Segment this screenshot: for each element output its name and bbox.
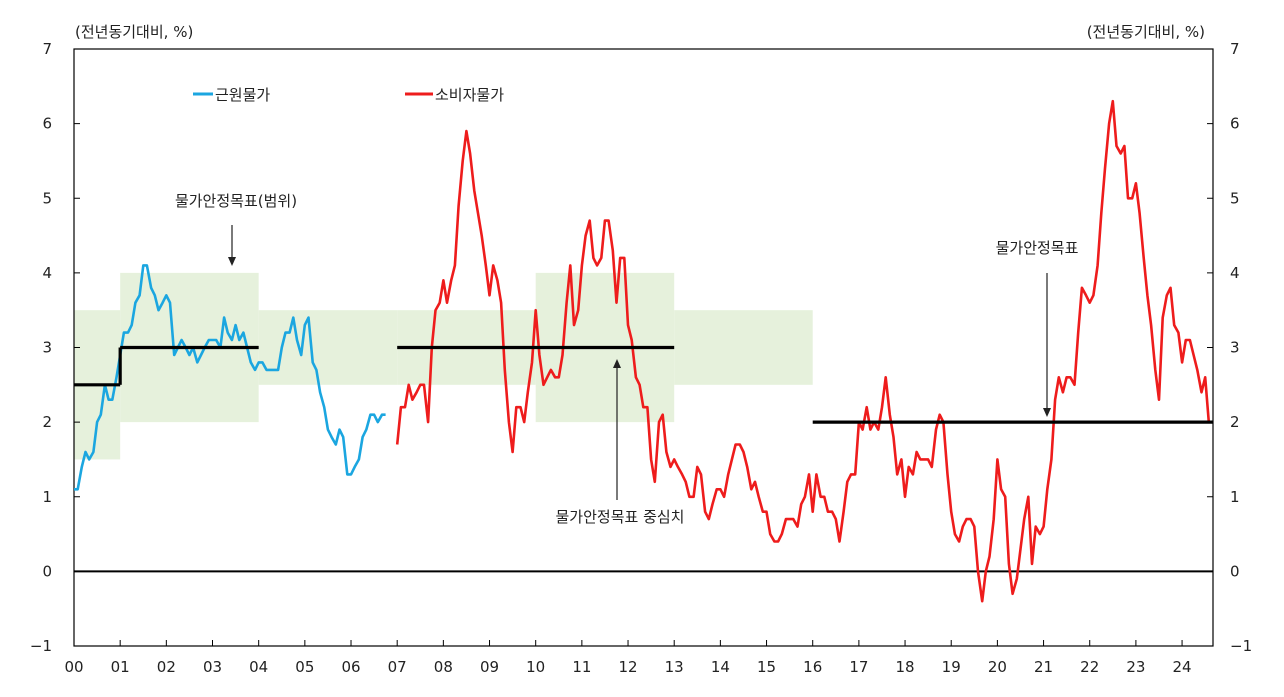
target-lines: [74, 345, 1213, 424]
x-tick-label: 02: [157, 658, 176, 676]
annotation-center-label: 물가안정목표 중심치: [556, 508, 685, 526]
x-tick-label: 18: [896, 658, 915, 676]
y-tick-label-right: 3: [1230, 339, 1240, 357]
y-tick-label-left: −1: [30, 637, 52, 655]
legend: 근원물가 소비자물가: [193, 86, 504, 104]
x-tick-label: 01: [111, 658, 130, 676]
x-tick-label: 12: [618, 658, 637, 676]
x-tick-label: 17: [849, 658, 868, 676]
y-tick-label-left: 6: [42, 115, 52, 133]
x-tick-label: 20: [988, 658, 1007, 676]
annotation-center-arrowhead: [613, 359, 621, 368]
x-tick-label: 03: [203, 658, 222, 676]
y-tick-label-right: 2: [1230, 413, 1240, 431]
tick-labels: −1 −10 01 12 23 34 45 56 67 700 01 02 03 04 05 06 07 08 09…: [30, 40, 1252, 676]
x-tick-label: 13: [665, 658, 684, 676]
series-layer: [74, 99, 1211, 603]
y-tick-label-right: 5: [1230, 189, 1240, 207]
annotation-target-label: 물가안정목표: [996, 239, 1079, 257]
annotation-center: 물가안정목표 중심치: [556, 359, 685, 526]
y-tick-label-right: 0: [1230, 562, 1240, 580]
x-tick-label: 00: [64, 658, 83, 676]
x-tick-label: 04: [249, 658, 268, 676]
y-tick-label-right: 7: [1230, 40, 1240, 58]
y-axis-label-left: (전년동기대비, %): [75, 23, 193, 41]
target-band-2: [258, 310, 398, 385]
series-line-0: [74, 264, 386, 491]
y-tick-label-left: 7: [42, 40, 52, 58]
x-tick-label: 09: [480, 658, 499, 676]
y-tick-label-right: 6: [1230, 115, 1240, 133]
x-tick-label: 16: [803, 658, 822, 676]
annotation-band-label: 물가안정목표(범위): [175, 192, 297, 210]
y-tick-label-left: 1: [42, 488, 52, 506]
x-tick-label: 23: [1126, 658, 1145, 676]
y-tick-label-left: 2: [42, 413, 52, 431]
x-tick-label: 21: [1034, 658, 1053, 676]
target-band-5: [674, 310, 813, 385]
y-tick-label-right: 1: [1230, 488, 1240, 506]
annotation-band-arrowhead: [228, 257, 236, 266]
x-tick-label: 24: [1173, 658, 1192, 676]
annotation-band: 물가안정목표(범위): [175, 192, 297, 266]
y-tick-label-left: 3: [42, 339, 52, 357]
y-tick-label-left: 4: [42, 264, 52, 282]
x-tick-label: 19: [942, 658, 961, 676]
x-tick-label: 22: [1080, 658, 1099, 676]
y-tick-label-left: 0: [42, 562, 52, 580]
x-tick-label: 08: [434, 658, 453, 676]
annotation-target: 물가안정목표: [996, 239, 1079, 417]
y-tick-label-left: 5: [42, 189, 52, 207]
x-tick-label: 14: [711, 658, 730, 676]
y-axis-label-right: (전년동기대비, %): [1087, 23, 1205, 41]
annotation-target-arrowhead: [1043, 408, 1051, 417]
series-line-1: [395, 99, 1211, 603]
axes: [73, 48, 1214, 647]
y-tick-label-right: −1: [1230, 637, 1252, 655]
x-tick-label: 11: [572, 658, 591, 676]
x-tick-label: 15: [757, 658, 776, 676]
x-tick-label: 05: [295, 658, 314, 676]
x-tick-label: 10: [526, 658, 545, 676]
x-tick-label: 07: [388, 658, 407, 676]
target-bands: [74, 272, 813, 460]
legend-label-cpi: 소비자물가: [435, 86, 504, 104]
y-tick-label-right: 4: [1230, 264, 1240, 282]
legend-label-core: 근원물가: [215, 86, 270, 104]
x-tick-label: 06: [341, 658, 360, 676]
